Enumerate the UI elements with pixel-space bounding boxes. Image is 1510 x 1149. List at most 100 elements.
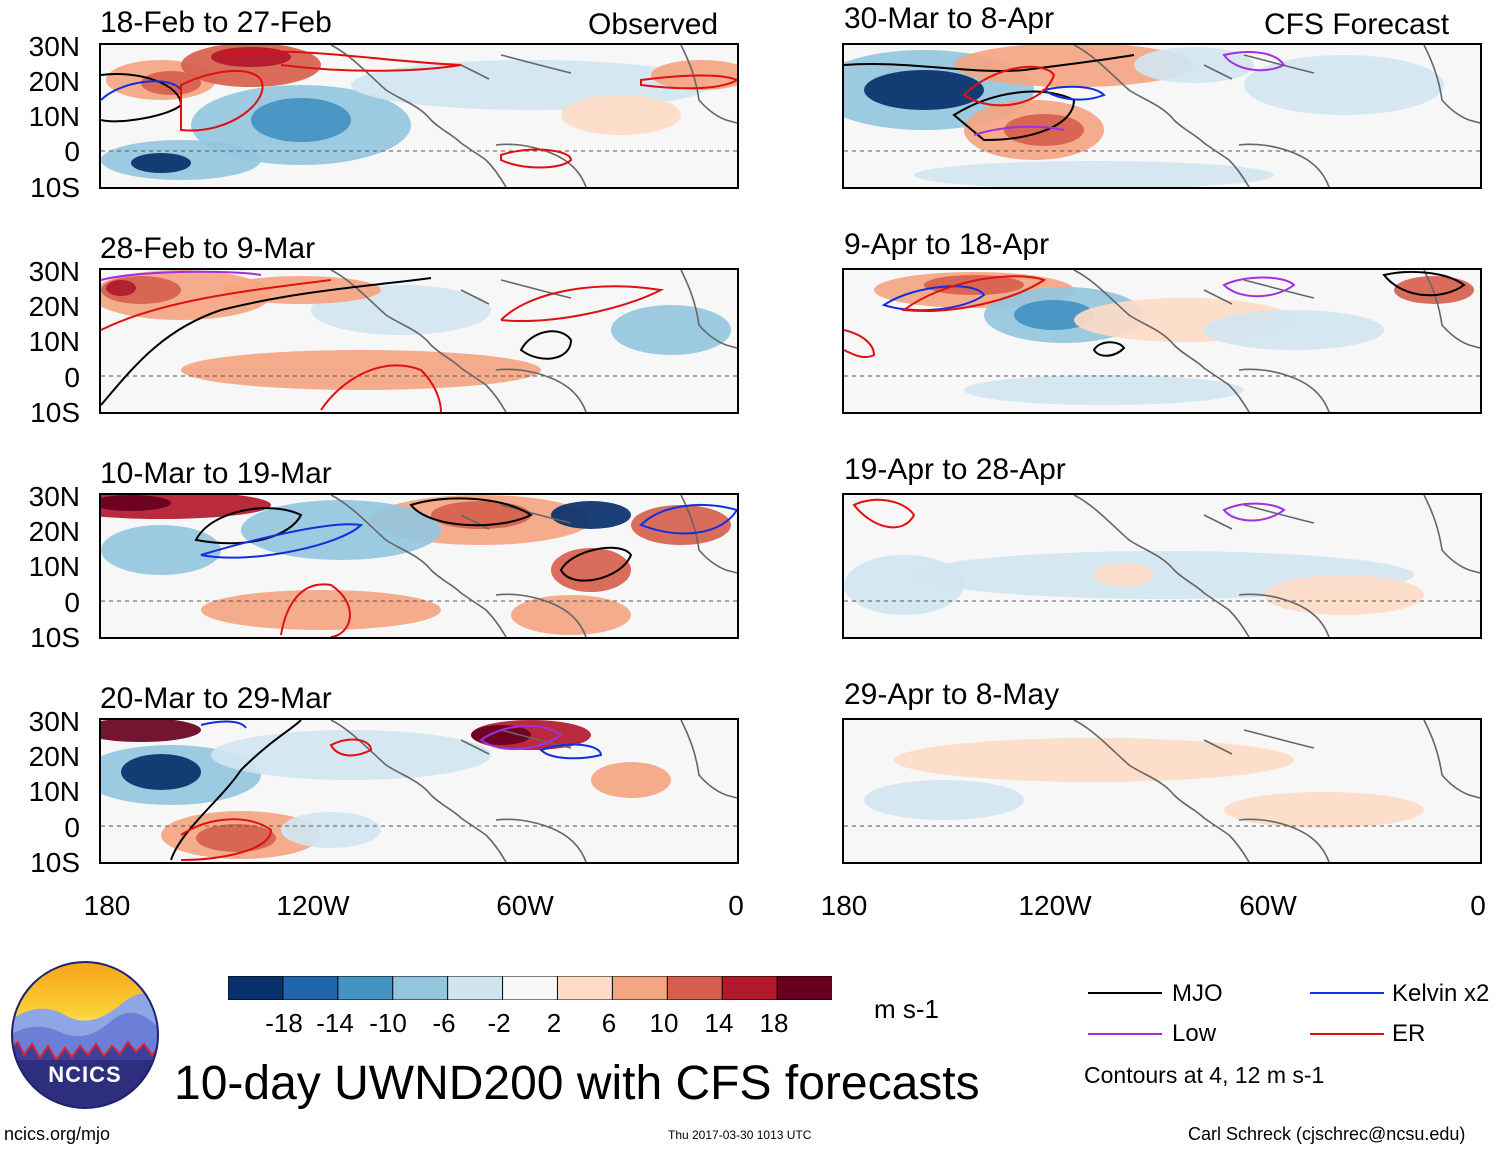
lat-tick: 0	[64, 812, 80, 843]
contour-line	[101, 277, 432, 406]
map-svg	[844, 45, 1480, 187]
colorbar-bin	[776, 975, 834, 1001]
legend-swatch-er	[1310, 1033, 1384, 1035]
anomaly-region	[101, 720, 201, 742]
anomaly-region	[201, 590, 441, 630]
lon-tick: 0	[728, 890, 744, 921]
anomaly-region	[1014, 300, 1094, 330]
lat-tick: 10N	[28, 551, 80, 582]
colorbar-bin	[666, 975, 724, 1001]
colorbar-bin	[337, 975, 394, 1001]
legend-swatch-kelvin	[1310, 992, 1384, 994]
contour-line	[280, 583, 351, 637]
panel-label-obs-4: 20-Mar to 29-Mar	[100, 682, 332, 715]
contour-line	[101, 279, 332, 331]
contour-line	[559, 546, 633, 582]
contour-line	[901, 275, 1047, 312]
lat-tick: 0	[64, 362, 80, 393]
map-panel-fcst-3	[842, 493, 1482, 639]
lon-tick: 0	[1470, 890, 1486, 921]
anomaly-region	[864, 780, 1024, 820]
colorbar-label: -2	[487, 1008, 511, 1038]
panel-label-obs-3: 10-Mar to 19-Mar	[100, 457, 332, 490]
ncics-logo: NCICS	[10, 960, 160, 1110]
coastline	[330, 270, 737, 412]
colorbar-label: -18	[265, 1008, 303, 1038]
contour-line	[1222, 502, 1286, 522]
lat-tick: 0	[64, 136, 80, 167]
coastline	[330, 495, 737, 637]
anomaly-region	[551, 501, 631, 529]
contour-line	[844, 54, 1135, 73]
footer-url[interactable]: ncics.org/mjo	[4, 1124, 111, 1144]
colorbar-label: 6	[601, 1008, 617, 1038]
contour-line	[973, 125, 1065, 136]
anomaly-region	[196, 824, 276, 852]
forecast-header: CFS Forecast	[1264, 8, 1450, 41]
anomaly-region	[924, 275, 1024, 295]
colorbar-label: 14	[704, 1008, 734, 1038]
map-svg	[101, 45, 737, 187]
anomaly-region	[181, 350, 541, 390]
logo-icon	[11, 961, 159, 1109]
colorbar-units: m s-1	[874, 994, 939, 1024]
lat-tick: 20N	[28, 741, 80, 772]
legend-label-low: Low	[1172, 1020, 1217, 1047]
contour-line	[101, 270, 262, 281]
logo-text: NCICS	[48, 1062, 122, 1087]
anomaly-region	[211, 47, 291, 67]
contour-line	[844, 329, 876, 359]
anomaly-region	[561, 95, 681, 135]
contour-line	[1092, 341, 1126, 357]
colorbar-bin	[227, 975, 284, 1001]
lon-tick: 60W	[496, 890, 554, 921]
panel-label-obs-1: 18-Feb to 27-Feb	[100, 6, 332, 39]
contour-line	[639, 504, 737, 535]
colorbar-label: 2	[546, 1008, 562, 1038]
colorbar-bin	[611, 975, 669, 1001]
colorbar-bin	[282, 975, 339, 1001]
lat-tick: 20N	[28, 516, 80, 547]
lat-tick: 10S	[30, 622, 80, 653]
contour-line	[200, 720, 247, 729]
lon-tick: 60W	[1239, 890, 1297, 921]
anomaly-region	[101, 495, 171, 511]
contour-line	[640, 74, 737, 90]
contour-line	[180, 69, 264, 132]
colorbar-svg	[227, 975, 834, 1001]
map-panel-obs-4	[99, 718, 739, 864]
contour-line	[180, 818, 273, 861]
colorbar-label: 10	[649, 1008, 679, 1038]
panel-label-fcst-2: 9-Apr to 18-Apr	[844, 228, 1050, 261]
anomaly-region	[251, 98, 351, 142]
colorbar-bin	[556, 975, 614, 1001]
contour-line	[500, 285, 665, 322]
contour-line	[852, 498, 916, 529]
anomaly-region	[964, 375, 1244, 405]
contour-line	[1222, 51, 1286, 72]
anomaly-region	[844, 555, 964, 615]
contour-line	[329, 738, 373, 757]
lon-tick: 120W	[276, 890, 350, 921]
map-svg	[101, 270, 737, 412]
lat-tick: 30N	[28, 256, 80, 287]
map-panel-fcst-2	[842, 268, 1482, 414]
colorbar-label: -10	[369, 1008, 407, 1038]
anomaly-region	[914, 161, 1274, 187]
coastline	[1073, 270, 1480, 412]
colorbar-bin	[447, 975, 504, 1001]
map-svg	[101, 495, 737, 637]
contour-line	[170, 720, 302, 861]
anomaly-region	[471, 725, 531, 745]
footer-credit: Carl Schreck (cjschrec@ncsu.edu)	[1188, 1124, 1466, 1144]
lon-tick: 120W	[1018, 890, 1092, 921]
contour-line	[320, 364, 442, 412]
anomaly-region	[241, 500, 441, 560]
contour-line	[1041, 85, 1106, 101]
map-svg	[844, 270, 1480, 412]
lat-tick: 10N	[28, 776, 80, 807]
contour-line	[519, 330, 573, 360]
coastline	[1073, 495, 1480, 637]
contour-line	[479, 724, 563, 751]
contour-line	[962, 65, 1056, 107]
